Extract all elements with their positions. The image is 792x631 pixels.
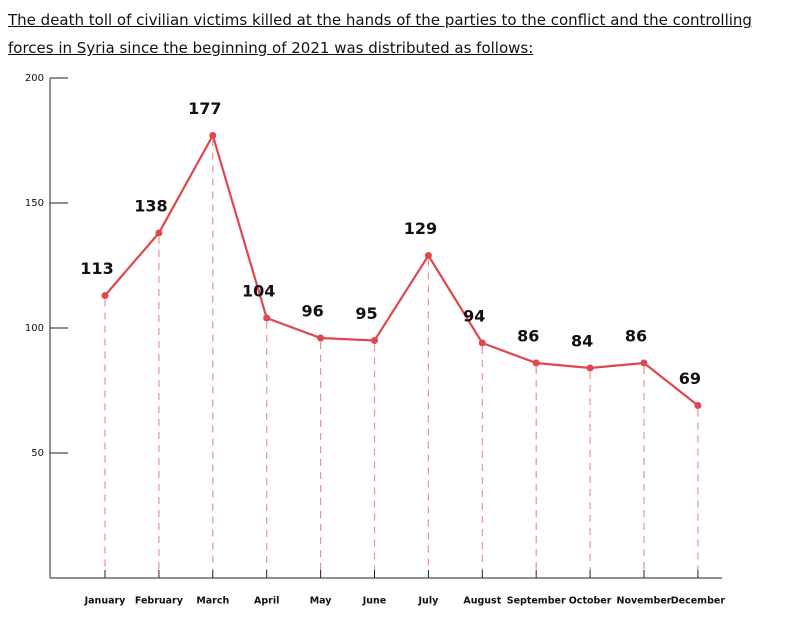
y-tick-label: 100 [25, 323, 44, 334]
x-tick-label: October [569, 596, 612, 607]
point [694, 402, 702, 409]
data-label: 86 [625, 327, 647, 346]
y-tick-label: 50 [31, 448, 44, 459]
point [209, 132, 217, 139]
data-label: 177 [188, 99, 221, 118]
x-tick-label: September [507, 596, 566, 607]
chart-title: The death toll of civilian victims kille… [8, 11, 752, 57]
point [640, 359, 648, 367]
data-label: 94 [463, 307, 485, 326]
y-tick-label: 150 [25, 198, 44, 209]
x-tick-label: April [254, 596, 279, 607]
x-tick-label: February [135, 596, 184, 607]
point [263, 314, 271, 322]
point [101, 292, 109, 299]
x-tick-label: July [418, 596, 440, 607]
line [104, 132, 699, 407]
point [317, 334, 325, 342]
data-label: 113 [80, 259, 113, 278]
x-tick-label: January [84, 596, 127, 607]
data-label: 138 [134, 197, 167, 216]
data-label: 69 [679, 369, 701, 388]
x-tick-label: August [463, 596, 501, 607]
data-label: 129 [404, 219, 437, 238]
x-tick-label: November [617, 596, 672, 607]
data-label: 96 [301, 302, 323, 321]
point [371, 337, 378, 344]
data-label: 104 [242, 282, 275, 301]
point [586, 364, 594, 372]
y-tick-label: 200 [25, 73, 44, 84]
x-tick-label: March [196, 596, 229, 607]
point [532, 359, 540, 367]
x-tick-label: June [362, 596, 387, 607]
point [424, 252, 432, 259]
point [155, 229, 163, 237]
x-tick-label: May [310, 596, 333, 607]
data-label: 86 [517, 327, 539, 346]
data-label: 84 [571, 332, 593, 351]
point [478, 339, 486, 347]
x-tick-label: December [671, 596, 726, 607]
data-label: 95 [355, 304, 377, 323]
